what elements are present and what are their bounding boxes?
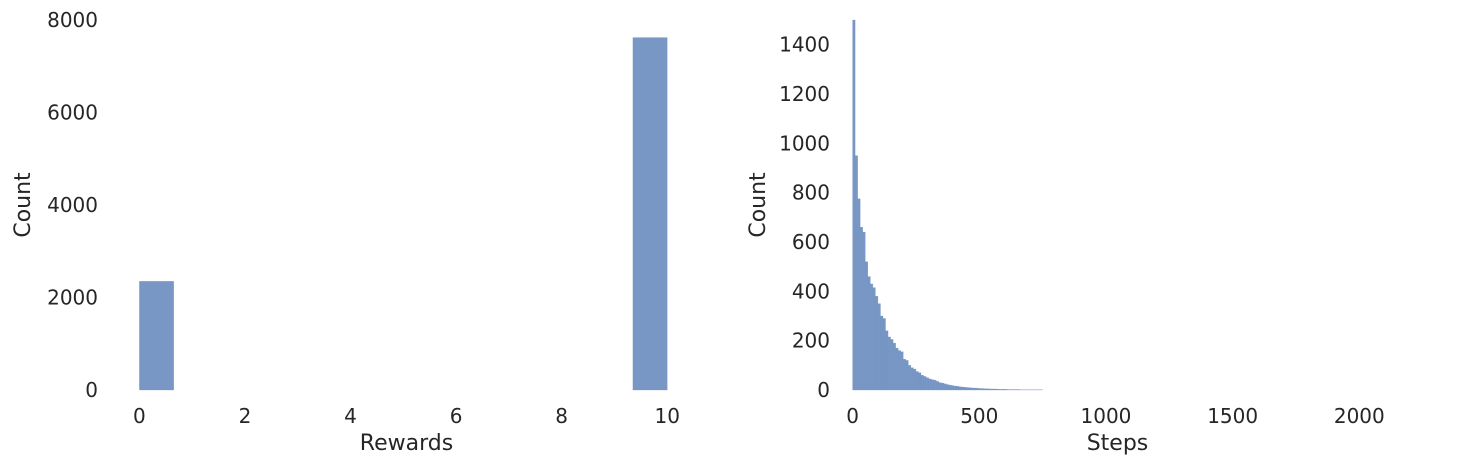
y-tick-label: 1400 — [779, 33, 830, 57]
bar — [900, 351, 904, 391]
y-axis-label: Count — [746, 172, 771, 238]
y-tick-label: 400 — [792, 279, 830, 303]
bar — [946, 384, 950, 391]
bar — [852, 19, 856, 391]
bar — [632, 37, 668, 391]
x-tick-label: 0 — [846, 404, 859, 428]
bar — [933, 379, 937, 391]
x-tick-label: 10 — [654, 404, 679, 428]
x-tick-label: 1500 — [1207, 404, 1258, 428]
bar — [948, 384, 952, 391]
bar — [984, 388, 988, 391]
bar — [994, 388, 998, 391]
y-tick-label: 2000 — [47, 286, 98, 310]
bar — [872, 287, 876, 391]
bar — [974, 387, 977, 391]
bar — [867, 276, 871, 391]
bar — [857, 198, 861, 391]
bar — [956, 386, 960, 391]
x-tick-label: 1000 — [1081, 404, 1132, 428]
y-tick-label: 0 — [817, 378, 830, 402]
bar — [890, 339, 894, 391]
x-tick-label: 2000 — [1334, 404, 1385, 428]
bar — [996, 389, 1000, 391]
bar — [908, 365, 912, 391]
bar — [895, 347, 899, 391]
bar — [958, 386, 962, 391]
bar — [892, 342, 896, 391]
bar — [936, 381, 939, 391]
bar — [860, 226, 863, 391]
bar — [930, 379, 934, 391]
bar — [139, 281, 174, 391]
bar — [968, 387, 972, 391]
bar — [870, 283, 874, 391]
bar — [981, 388, 985, 391]
bar — [865, 261, 869, 391]
bar — [898, 350, 901, 391]
bar — [887, 336, 891, 391]
bar — [943, 383, 947, 391]
x-tick-label: 500 — [960, 404, 998, 428]
bar — [903, 358, 907, 391]
bar — [951, 385, 955, 391]
bar — [989, 388, 993, 391]
y-tick-label: 0 — [85, 378, 98, 402]
x-tick-label: 8 — [555, 404, 568, 428]
bar — [941, 382, 945, 391]
x-tick-label: 4 — [344, 404, 357, 428]
bar — [923, 376, 927, 391]
bar — [905, 360, 909, 391]
y-tick-label: 1000 — [779, 131, 830, 155]
bar — [877, 303, 881, 391]
x-axis-label: Steps — [1087, 431, 1149, 456]
bar — [862, 231, 866, 391]
bar — [963, 387, 967, 391]
bar — [938, 382, 942, 391]
y-tick-label: 800 — [792, 181, 830, 205]
bar — [1004, 389, 1008, 391]
rewards-histogram: 0 2 4 6 8 10 0 2000 4000 6000 8000 Rewards Count — [11, 8, 680, 456]
bar — [880, 315, 884, 391]
bar — [913, 368, 917, 391]
y-tick-label: 8000 — [47, 8, 98, 32]
bar — [875, 296, 879, 391]
bar — [910, 367, 914, 391]
bar — [1001, 389, 1005, 391]
x-tick-label: 0 — [133, 404, 146, 428]
bar — [966, 387, 970, 391]
bar — [999, 389, 1003, 391]
bar — [961, 386, 965, 391]
steps-histogram: 0 500 1000 1500 2000 0 200 400 600 800 1000 1200 140… — [746, 19, 1385, 456]
y-tick-label: 4000 — [47, 193, 98, 217]
y-axis-label: Count — [11, 172, 36, 238]
bar — [918, 372, 922, 391]
bar — [979, 388, 983, 391]
bar — [976, 388, 980, 391]
bar — [915, 371, 919, 391]
y-tick-label: 1200 — [779, 82, 830, 106]
bar — [971, 387, 975, 391]
bar — [854, 155, 858, 391]
bar — [928, 378, 932, 391]
x-tick-label: 2 — [239, 404, 252, 428]
y-tick-label: 600 — [792, 230, 830, 254]
bar — [991, 388, 995, 391]
x-tick-label: 6 — [450, 404, 463, 428]
y-tick-label: 6000 — [47, 101, 98, 125]
bar — [920, 375, 924, 391]
bar — [885, 330, 889, 391]
bar — [986, 388, 990, 391]
bar — [882, 318, 886, 391]
bar — [925, 377, 929, 391]
x-axis-label: Rewards — [360, 431, 453, 456]
bar — [953, 385, 957, 391]
y-tick-label: 200 — [792, 329, 830, 353]
